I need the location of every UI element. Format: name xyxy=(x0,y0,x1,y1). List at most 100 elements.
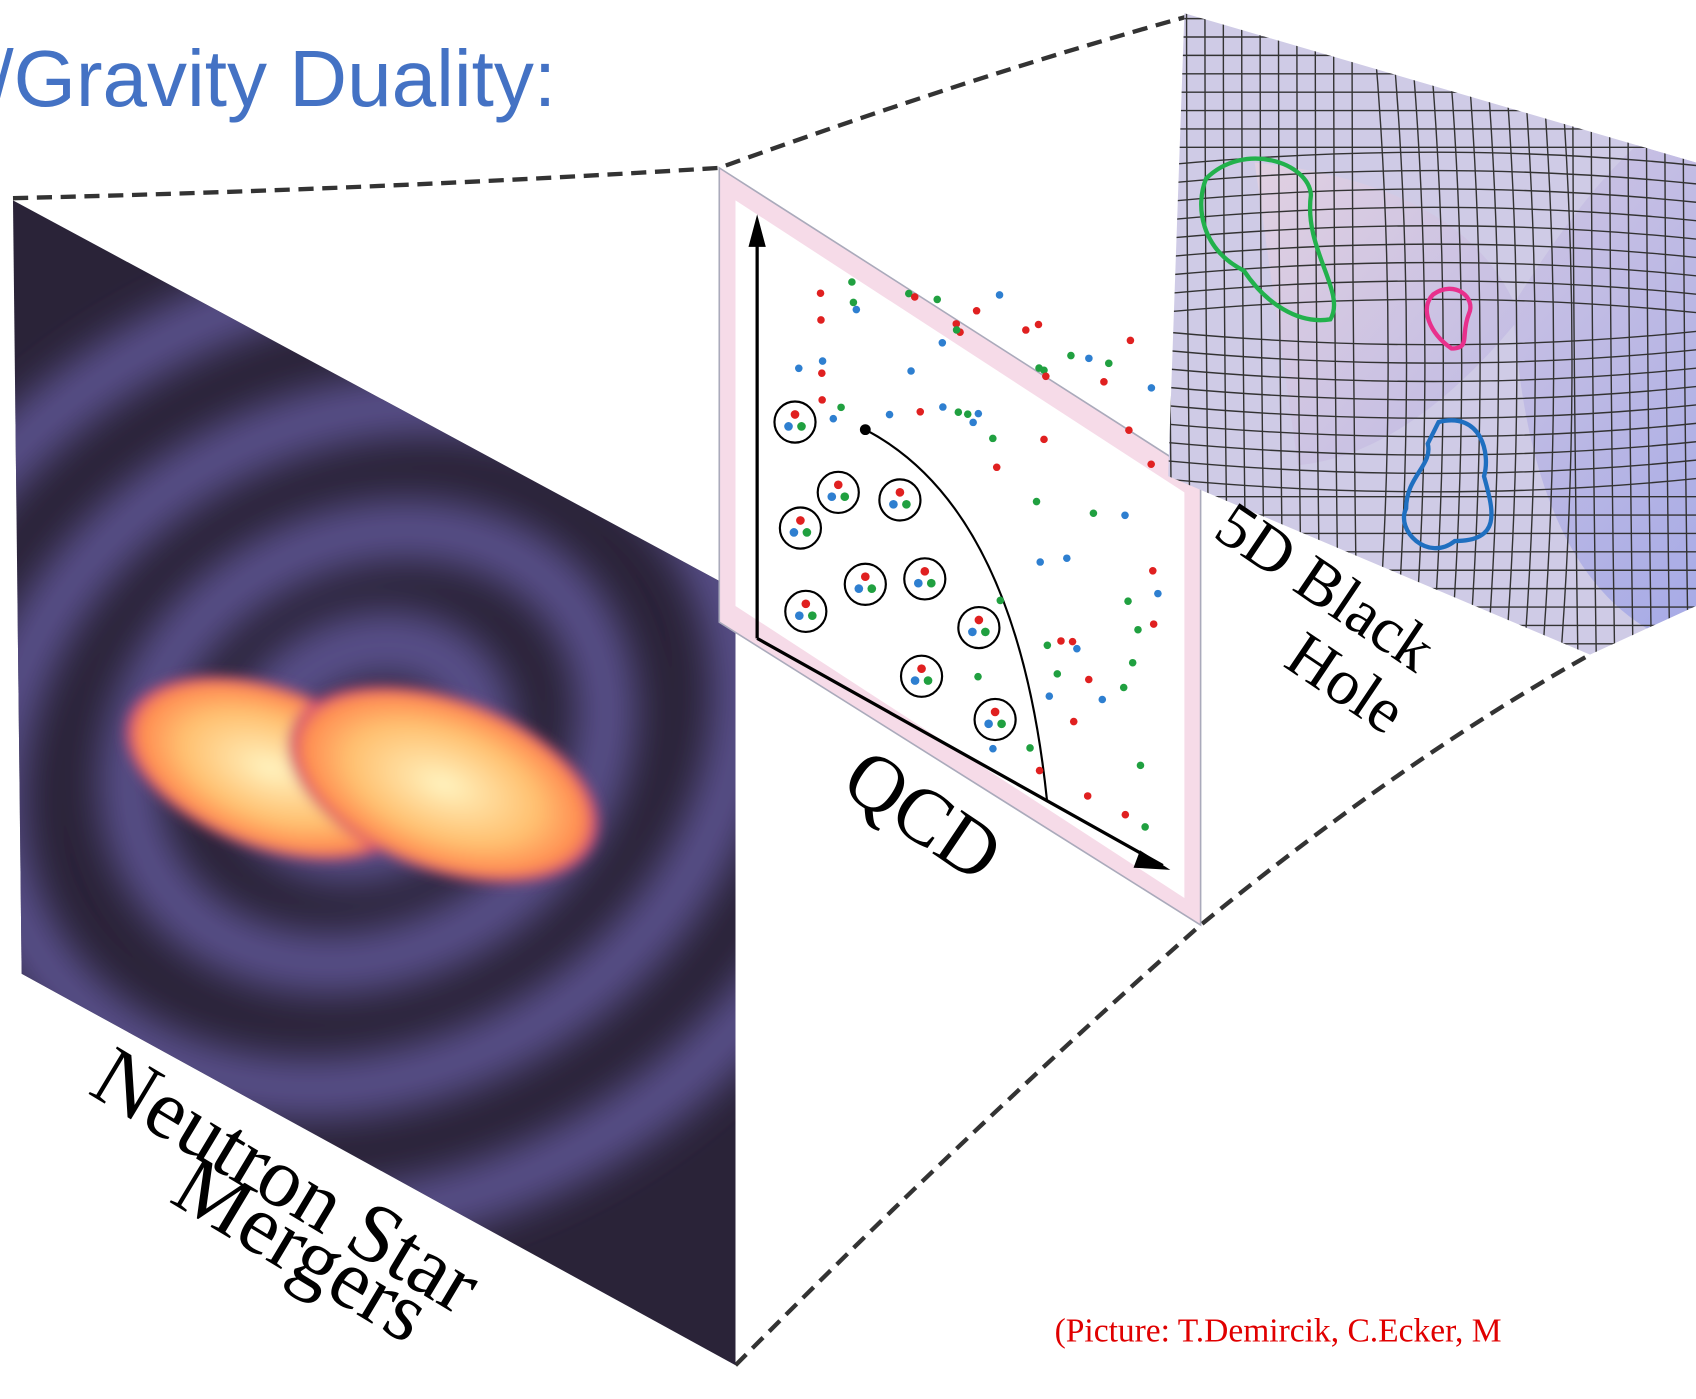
quark-dot xyxy=(818,357,827,365)
quark-dot xyxy=(989,434,997,443)
grid-line xyxy=(1168,459,1696,475)
quark-dot xyxy=(905,289,913,298)
qcd-panel xyxy=(718,166,1202,927)
dashed-edge xyxy=(12,14,1189,201)
quark-dot xyxy=(995,291,1004,299)
quark-dot xyxy=(954,408,963,417)
grid-line xyxy=(1168,225,1696,240)
grid-line xyxy=(1168,385,1696,401)
quark-dot xyxy=(1063,554,1071,563)
hadron-quark xyxy=(910,676,920,685)
quark-dot xyxy=(938,338,947,347)
hadron xyxy=(816,470,860,514)
quark-dot xyxy=(852,305,861,314)
quark-dot xyxy=(1032,497,1041,506)
caption: (Picture: T.Demircik, C.Ecker, M xyxy=(1055,1312,1502,1349)
hadron xyxy=(957,605,1001,650)
quark-dot xyxy=(1121,810,1130,819)
hadron-quark xyxy=(902,499,911,509)
quark-dot xyxy=(1119,683,1128,692)
hadron-quark xyxy=(801,599,811,609)
quark-dot xyxy=(1034,320,1043,329)
quark-dot xyxy=(1053,670,1062,678)
phase-boundary xyxy=(864,428,1049,801)
quark-dot xyxy=(885,410,894,419)
grid-line xyxy=(1168,206,1696,222)
arrow-head xyxy=(1133,850,1171,870)
quark-dot xyxy=(963,410,972,418)
grid-line xyxy=(1168,330,1696,346)
quark-dot xyxy=(818,369,826,377)
hadron-quark xyxy=(981,627,990,637)
hadron-quark xyxy=(984,719,993,729)
hadron xyxy=(773,400,817,444)
hadron-quark xyxy=(784,422,793,431)
quark-dot xyxy=(1073,644,1081,653)
hadron-quark xyxy=(789,528,799,537)
quark-dot xyxy=(989,744,997,753)
quark-dot xyxy=(1149,620,1158,628)
quark-dot xyxy=(1136,761,1145,770)
hadron xyxy=(784,589,828,633)
hadron-quark xyxy=(807,611,817,620)
quark-dot xyxy=(1134,625,1142,634)
quark-dot xyxy=(1022,326,1030,334)
quark-dot xyxy=(933,295,942,304)
quark-dot xyxy=(1057,637,1065,645)
funnel xyxy=(1254,108,1696,650)
quark-dot xyxy=(972,306,981,315)
quark-dot xyxy=(1147,460,1155,469)
hadron-quark xyxy=(867,584,877,593)
quark-dot xyxy=(795,364,803,373)
grid-line xyxy=(1168,188,1696,204)
pink-loop xyxy=(1424,286,1473,351)
quark-dot xyxy=(992,463,1001,472)
hadron-quark xyxy=(895,488,905,497)
quark-dot xyxy=(1069,717,1078,726)
green-loop xyxy=(1199,156,1337,323)
quark-dot xyxy=(996,596,1005,605)
hadron-quark xyxy=(797,422,806,431)
grid-line xyxy=(1168,243,1696,259)
hadron-quark xyxy=(913,578,923,588)
hadron-quark xyxy=(833,480,843,490)
quark-dot xyxy=(816,289,825,298)
quark-dot xyxy=(1042,372,1050,381)
quark-dot xyxy=(1128,658,1137,667)
hadron-quark xyxy=(917,664,926,673)
quark-dot xyxy=(1126,336,1135,345)
quark-dot xyxy=(910,293,919,301)
grid-line xyxy=(1168,440,1696,456)
hadron-quark xyxy=(997,719,1006,729)
quark-dot xyxy=(1147,384,1156,392)
quark-dot xyxy=(1125,426,1133,434)
hadron-quark xyxy=(827,492,837,502)
quark-dot xyxy=(974,409,983,418)
grid-line xyxy=(1168,348,1696,364)
hadron-quark xyxy=(860,572,870,582)
quark-dot xyxy=(952,326,961,334)
hadron xyxy=(903,557,947,601)
quark-dot xyxy=(1035,364,1043,372)
quark-dots xyxy=(795,278,1162,831)
quark-dot xyxy=(1068,637,1077,646)
quark-dot xyxy=(952,320,961,328)
quark-dot xyxy=(848,278,856,286)
quark-dot xyxy=(1083,792,1092,800)
hadron-quark xyxy=(889,499,898,509)
merger-blob xyxy=(125,676,599,883)
quark-dot xyxy=(1043,641,1052,650)
quark-dot xyxy=(1035,766,1044,775)
quark-dot xyxy=(1040,435,1048,444)
hadron-quark xyxy=(926,578,936,588)
quark-dot xyxy=(818,396,826,404)
critical-point xyxy=(859,424,871,436)
hadron-quark xyxy=(796,516,805,525)
quark-dot xyxy=(1154,589,1162,598)
grid-line xyxy=(1168,280,1696,296)
quark-dot xyxy=(1121,511,1129,520)
dashed-edge xyxy=(733,652,1592,1367)
hadrons xyxy=(773,400,1017,742)
quark-dot xyxy=(1149,567,1157,575)
quark-dot xyxy=(849,298,858,307)
